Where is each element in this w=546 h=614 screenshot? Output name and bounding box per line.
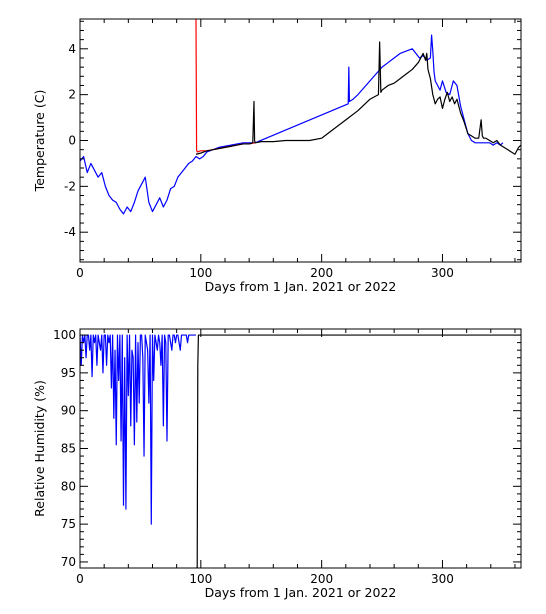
temperature-x-tick-label: 200: [310, 266, 333, 280]
temperature-series-line-2: [195, 41, 521, 155]
temperature-series-line-1: [195, 19, 256, 153]
humidity-y-tick-label: 95: [61, 366, 76, 380]
temperature-y-tick-label: 0: [68, 134, 76, 148]
temperature-y-tick-label: 2: [68, 88, 76, 102]
humidity-panel: 0 100 200 300 70 75 80 85 90 95 100 Days from 1 Ja…: [32, 328, 522, 600]
humidity-y-axis-label: Relative Humidity (%): [32, 380, 47, 517]
humidity-x-tick-label: 100: [189, 572, 212, 586]
temperature-x-tick-label: 100: [189, 266, 212, 280]
humidity-x-tick-label: 200: [310, 572, 333, 586]
humidity-ticks: 0 100 200 300 70 75 80 85 90 95 100: [53, 328, 521, 586]
temperature-y-tick-label: 4: [68, 42, 76, 56]
humidity-x-tick-label: 300: [431, 572, 454, 586]
humidity-y-tick-label: 85: [61, 442, 76, 456]
temperature-panel: 0 100 200 300 -4 -2 0 2 4 Days from 1 Jan. 2021 …: [32, 18, 522, 294]
temperature-x-tick-label: 300: [431, 266, 454, 280]
humidity-plot-frame: [79, 328, 522, 569]
humidity-series-line-0: [80, 334, 196, 525]
humidity-y-tick-label: 70: [61, 555, 76, 569]
humidity-y-tick-label: 80: [61, 479, 76, 493]
humidity-series-line-1: [195, 334, 521, 568]
temperature-series-line-0: [80, 34, 504, 215]
temperature-y-axis-label: Temperature (C): [32, 90, 47, 193]
humidity-x-axis-label: Days from 1 Jan. 2021 or 2022: [205, 585, 397, 600]
temperature-y-tick-label: -4: [64, 225, 76, 239]
humidity-x-tick-label: 0: [76, 572, 84, 586]
temperature-x-tick-label: 0: [76, 266, 84, 280]
humidity-series: [80, 334, 521, 568]
humidity-y-tick-label: 100: [53, 328, 76, 342]
temperature-y-tick-label: -2: [64, 179, 76, 193]
temperature-ticks: 0 100 200 300 -4 -2 0 2 4: [64, 19, 521, 280]
humidity-y-tick-label: 90: [61, 404, 76, 418]
temperature-x-axis-label: Days from 1 Jan. 2021 or 2022: [205, 279, 397, 294]
temperature-series: [80, 19, 521, 215]
humidity-y-tick-label: 75: [61, 517, 76, 531]
